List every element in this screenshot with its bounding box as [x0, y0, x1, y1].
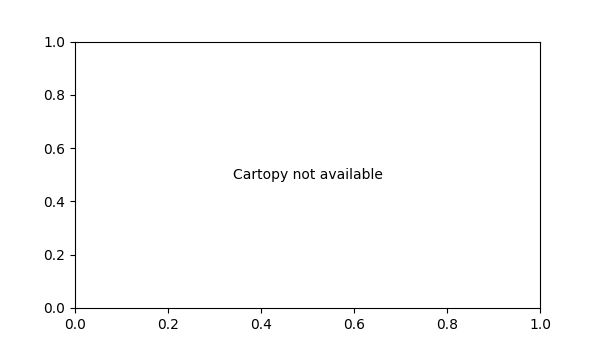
Text: Cartopy not available: Cartopy not available: [233, 168, 382, 182]
